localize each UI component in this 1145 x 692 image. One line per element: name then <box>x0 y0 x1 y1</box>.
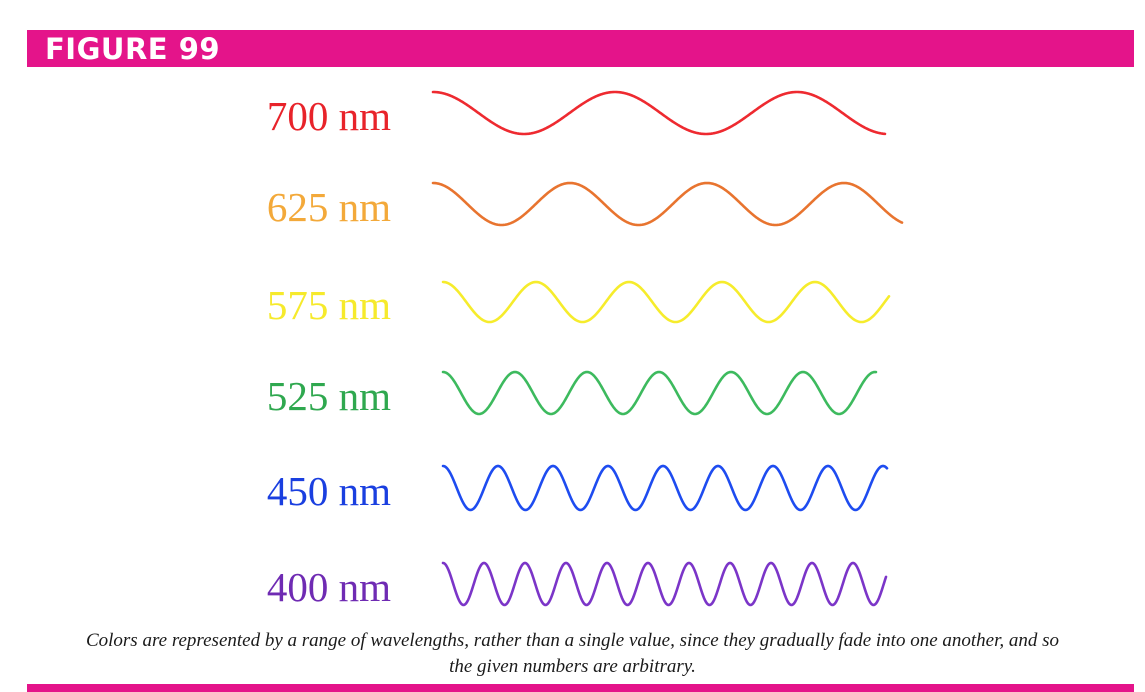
wave-line-400 <box>441 561 888 607</box>
wave-row-450: 450 nm <box>267 464 889 514</box>
wave-label-450: 450 nm <box>267 468 391 514</box>
wave-line-625 <box>431 181 904 227</box>
figure-title: FIGURE 99 <box>45 32 221 66</box>
wave-row-575: 575 nm <box>267 280 891 328</box>
wave-label-625: 625 nm <box>267 184 391 230</box>
wave-label-700: 700 nm <box>267 93 391 139</box>
wave-label-400: 400 nm <box>267 564 391 610</box>
wave-label-525: 525 nm <box>267 373 391 419</box>
wave-row-700: 700 nm <box>267 90 887 139</box>
figure-caption: Colors are represented by a range of wav… <box>20 628 1125 680</box>
wave-line-700 <box>431 90 887 136</box>
wave-label-575: 575 nm <box>267 282 391 328</box>
wave-row-400: 400 nm <box>267 561 888 610</box>
caption-line-2: the given numbers are arbitrary. <box>449 656 696 677</box>
wave-row-525: 525 nm <box>267 370 878 419</box>
figure-header-bar: FIGURE 99 <box>27 30 1134 67</box>
wave-line-575 <box>441 280 891 324</box>
caption-line-1: Colors are represented by a range of wav… <box>85 630 1060 651</box>
wave-line-525 <box>441 370 878 416</box>
wave-line-450 <box>441 464 889 512</box>
wave-row-625: 625 nm <box>267 181 904 230</box>
figure-footer-bar <box>27 684 1134 692</box>
